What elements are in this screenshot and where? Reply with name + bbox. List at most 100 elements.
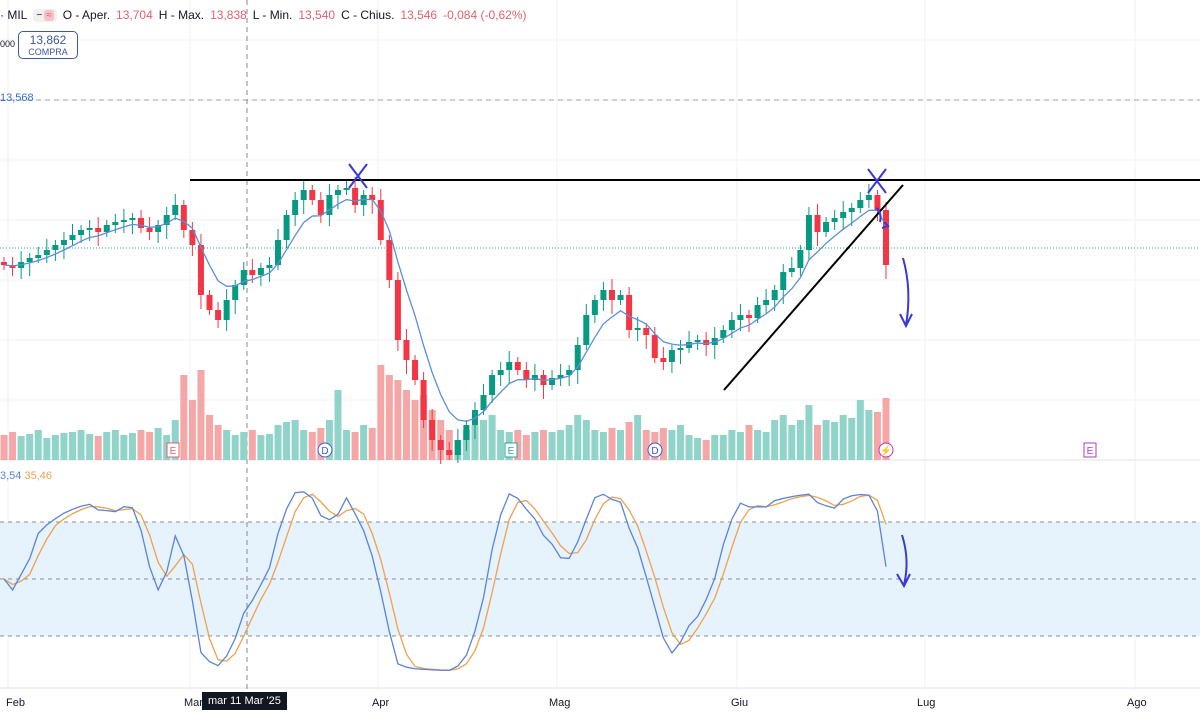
candle-body bbox=[206, 295, 213, 310]
event-marker bbox=[647, 442, 663, 458]
volume-bar bbox=[608, 428, 616, 460]
volume-bar bbox=[865, 410, 873, 460]
x-mark-drawing bbox=[348, 163, 368, 189]
candle-body bbox=[369, 195, 376, 200]
candle-body bbox=[172, 205, 179, 215]
candle-body bbox=[35, 255, 42, 258]
volume-bar bbox=[351, 432, 359, 460]
volume-bar bbox=[334, 390, 342, 460]
oscillator-legend: 3,54 35,46 bbox=[0, 470, 52, 482]
display-toggles[interactable]: − ≈ bbox=[33, 8, 57, 22]
event-marker-label: D bbox=[321, 446, 328, 457]
volume-bar bbox=[291, 420, 299, 460]
volume-bar bbox=[34, 430, 42, 460]
arrow-drawing bbox=[875, 207, 890, 229]
candle-body bbox=[69, 235, 76, 240]
volume-bar bbox=[146, 432, 154, 460]
high-label: H - Max. bbox=[158, 8, 205, 22]
volume-bar bbox=[788, 425, 796, 460]
candle-body bbox=[865, 195, 872, 200]
candle-body bbox=[129, 218, 136, 220]
x-tick-lug: Lug bbox=[917, 697, 936, 709]
candle-body bbox=[197, 245, 204, 295]
candle-body bbox=[112, 222, 119, 225]
candle-body bbox=[489, 375, 496, 395]
volume-bar bbox=[736, 432, 744, 460]
volume-bar bbox=[283, 422, 291, 460]
candle-body bbox=[52, 245, 59, 250]
candle-body bbox=[26, 258, 33, 262]
moving-average-line bbox=[3, 198, 887, 423]
candle-body bbox=[874, 195, 881, 210]
volume-bar bbox=[402, 390, 410, 460]
volume-bar bbox=[257, 435, 265, 460]
volume-bar bbox=[377, 365, 385, 460]
volume-bar bbox=[514, 430, 522, 460]
candle-body bbox=[223, 300, 230, 320]
candle-body bbox=[257, 268, 264, 275]
candle-body bbox=[232, 285, 239, 300]
close-label: C - Chius. bbox=[341, 8, 395, 22]
volume-bar bbox=[360, 425, 368, 460]
event-marker bbox=[1083, 442, 1097, 458]
candle-body bbox=[506, 362, 513, 370]
volume-bar bbox=[214, 425, 222, 460]
oscillator-down-arrow-drawing bbox=[896, 534, 911, 589]
symbol-label[interactable]: · MIL bbox=[0, 8, 28, 22]
trend-line bbox=[723, 184, 904, 391]
candle-body bbox=[352, 188, 359, 205]
volume-bar bbox=[557, 430, 565, 460]
candle-body bbox=[686, 342, 693, 348]
candle-body bbox=[343, 188, 350, 190]
candle-body bbox=[557, 375, 564, 378]
candle-body bbox=[651, 335, 658, 358]
event-marker-label: D bbox=[651, 446, 658, 457]
volume-bar bbox=[231, 435, 239, 460]
volume-bar bbox=[154, 428, 162, 460]
candle-body bbox=[763, 300, 770, 305]
candle-body bbox=[857, 200, 864, 208]
candle-body bbox=[780, 272, 787, 290]
volume-bar bbox=[882, 398, 890, 460]
candle-body bbox=[300, 190, 307, 200]
volume-bar bbox=[265, 434, 273, 460]
volume-bar bbox=[813, 425, 821, 460]
volume-bar bbox=[223, 430, 231, 460]
buy-button[interactable]: 13,862 COMPRA bbox=[18, 31, 78, 59]
candle-body bbox=[788, 268, 795, 272]
candle-body bbox=[626, 295, 633, 330]
candle-body bbox=[745, 315, 752, 318]
x-tick-mar: Mar bbox=[184, 697, 203, 709]
event-marker-label: E bbox=[170, 446, 177, 457]
candle-body bbox=[377, 200, 384, 240]
volume-bar bbox=[659, 428, 667, 460]
candle-body bbox=[728, 320, 735, 330]
volume-bar bbox=[599, 432, 607, 460]
candle-body bbox=[566, 370, 573, 375]
volume-bar bbox=[111, 430, 119, 460]
candle-body bbox=[720, 330, 727, 338]
candle-body bbox=[549, 378, 556, 385]
open-value: 13,704 bbox=[116, 8, 153, 22]
volume-bar bbox=[582, 420, 590, 460]
candle-body bbox=[883, 210, 889, 265]
volume-bar bbox=[128, 433, 136, 460]
volume-bar bbox=[343, 430, 351, 460]
volume-bar bbox=[685, 435, 693, 460]
volume-bar bbox=[497, 430, 505, 460]
candle-body bbox=[677, 348, 684, 350]
volume-bar bbox=[103, 432, 111, 460]
candle-body bbox=[840, 212, 847, 218]
volume-bar bbox=[86, 434, 94, 460]
volume-bar bbox=[642, 430, 650, 460]
volume-bar bbox=[300, 430, 308, 460]
volume-bar bbox=[488, 415, 496, 460]
minus-icon[interactable]: − bbox=[36, 9, 43, 21]
volume-bar bbox=[368, 428, 376, 460]
volume-bar bbox=[522, 435, 530, 460]
candle-body bbox=[215, 310, 222, 320]
candle-body bbox=[283, 215, 290, 240]
change-value: -0,084 (-0,62%) bbox=[443, 8, 527, 22]
approx-icon[interactable]: ≈ bbox=[44, 9, 54, 21]
